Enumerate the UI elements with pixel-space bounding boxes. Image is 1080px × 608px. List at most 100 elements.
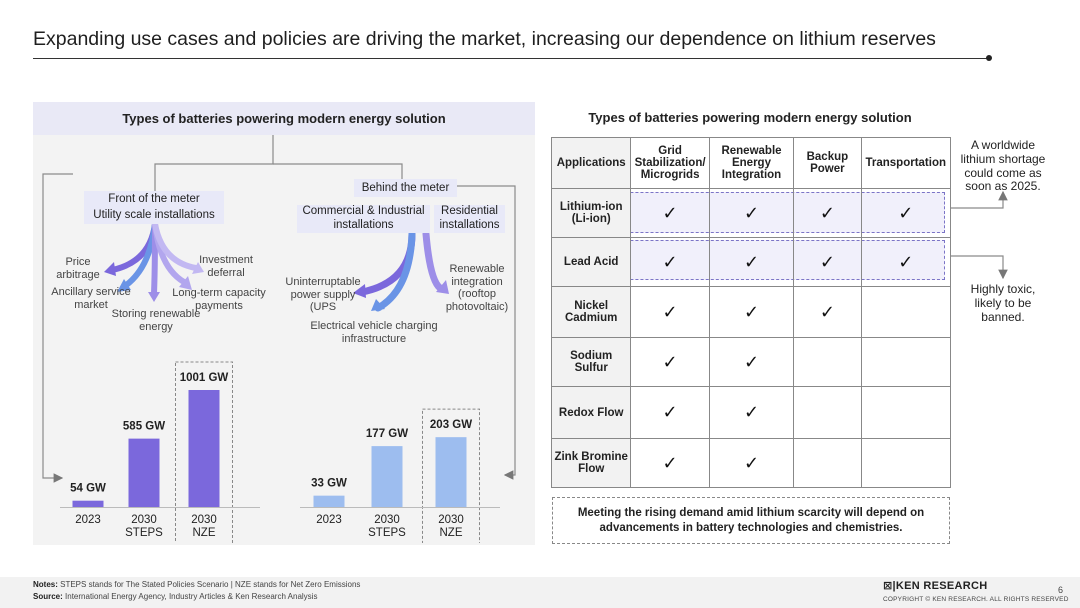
arrow-investment-deferral xyxy=(152,221,199,271)
left-panel-heading: Types of batteries powering modern energ… xyxy=(33,102,535,135)
row-label: Zink Bromine Flow xyxy=(550,438,632,488)
bar xyxy=(128,438,160,507)
checkmark-icon: ✓ xyxy=(743,202,760,223)
checkmark-icon: ✓ xyxy=(662,402,678,422)
checkmark-icon: ✓ xyxy=(662,251,678,272)
use-investment-deferral: Investment deferral xyxy=(199,254,253,279)
check-cell: ✓ xyxy=(860,237,952,287)
checkmark-icon: ✓ xyxy=(898,202,914,223)
checkmark-icon: ✓ xyxy=(743,301,760,322)
x-tick-label: 2030 xyxy=(374,514,400,526)
checkmark-icon: ✓ xyxy=(743,351,760,372)
row-label: Lithium-ion (Li-ion) xyxy=(550,188,632,238)
behind-the-meter-box: Behind the meter xyxy=(354,179,457,197)
col-backup-power: Backup Power xyxy=(793,137,862,189)
footer xyxy=(0,577,1080,608)
table-row: Sodium Sulfur ✓ ✓ xyxy=(550,337,952,387)
notes-label: Notes: xyxy=(33,580,58,589)
use-long-term-capacity: Long-term capacity payments xyxy=(172,287,266,312)
x-tick-label: 2030 xyxy=(191,514,217,526)
data-label: 177 GW xyxy=(366,428,408,440)
check-cell xyxy=(860,337,952,387)
check-cell xyxy=(793,337,862,387)
bar xyxy=(371,446,403,507)
ken-research-logo: ⊠|KEN RESEARCH xyxy=(883,580,988,592)
bar xyxy=(188,390,220,507)
x-tick-label: NZE xyxy=(193,527,216,539)
check-cell: ✓ xyxy=(793,286,862,338)
check-cell: ✓ xyxy=(630,386,710,439)
checkmark-icon: ✓ xyxy=(898,251,914,272)
check-cell xyxy=(793,438,862,488)
battery-applications-table: Applications Grid Stabilization/ Microgr… xyxy=(550,137,952,488)
check-cell: ✓ xyxy=(708,188,795,238)
x-tick-label: NZE xyxy=(440,527,463,539)
checkmark-icon: ✓ xyxy=(662,202,678,223)
arrow-renewable-integration xyxy=(422,230,444,292)
data-label: 54 GW xyxy=(70,483,106,495)
bar xyxy=(313,495,345,507)
col-renewable-integration: Renewable Energy Integration xyxy=(708,137,795,189)
page-title: Expanding use cases and policies are dri… xyxy=(33,28,936,50)
use-ups: Uninterruptable power supply (UPS xyxy=(285,276,361,314)
row-label: Lead Acid xyxy=(550,237,632,287)
title-divider-dot xyxy=(986,55,992,61)
check-cell xyxy=(860,286,952,338)
checkmark-icon: ✓ xyxy=(662,452,678,473)
row-label: Redox Flow xyxy=(550,386,632,439)
check-cell: ✓ xyxy=(708,438,795,488)
data-label: 1001 GW xyxy=(180,372,229,384)
bar xyxy=(435,437,467,507)
checkmark-icon: ✓ xyxy=(743,452,760,473)
check-cell: ✓ xyxy=(630,438,710,488)
logo-text: KEN RESEARCH xyxy=(895,580,988,592)
front-of-meter-box: Front of the meter xyxy=(84,191,224,208)
checkmark-icon: ✓ xyxy=(819,251,835,272)
title-divider xyxy=(33,58,989,59)
table-row: Nickel Cadmium ✓ ✓ ✓ xyxy=(550,286,952,338)
checkmark-icon: ✓ xyxy=(662,301,678,322)
right-panel-heading: Types of batteries powering modern energ… xyxy=(588,110,912,125)
checkmark-icon: ✓ xyxy=(819,301,835,322)
table-header-row: Applications Grid Stabilization/ Microgr… xyxy=(550,137,952,189)
check-cell: ✓ xyxy=(793,237,862,287)
check-cell: ✓ xyxy=(708,386,795,439)
commercial-industrial-box: Commercial & Industrial installations xyxy=(297,205,430,233)
check-cell xyxy=(860,386,952,439)
notes-text: STEPS stands for The Stated Policies Sce… xyxy=(60,580,361,589)
row-label: Nickel Cadmium xyxy=(550,286,632,338)
col-applications: Applications xyxy=(550,137,632,189)
check-cell: ✓ xyxy=(708,286,795,338)
row-label: Sodium Sulfur xyxy=(550,337,632,387)
nze-highlight-box xyxy=(422,408,480,543)
bar xyxy=(72,500,104,507)
x-tick-label: 2030 xyxy=(438,514,464,526)
x-tick-label: 2023 xyxy=(316,514,342,526)
check-cell: ✓ xyxy=(708,237,795,287)
data-label: 33 GW xyxy=(311,478,347,490)
check-cell xyxy=(793,386,862,439)
nze-highlight-box xyxy=(175,361,233,543)
table-row: Zink Bromine Flow ✓ ✓ xyxy=(550,438,952,488)
x-tick-label: STEPS xyxy=(368,527,406,539)
logo-icon: ⊠ xyxy=(883,580,893,592)
utility-scale-box: Utility scale installations xyxy=(84,207,224,224)
check-cell: ✓ xyxy=(630,286,710,338)
x-tick-label: 2023 xyxy=(75,514,101,526)
checkmark-icon: ✓ xyxy=(743,251,760,272)
data-label: 203 GW xyxy=(430,419,472,431)
col-grid-stabilization: Grid Stabilization/ Microgrids xyxy=(630,137,710,189)
source-label: Source: xyxy=(33,591,63,601)
bottom-note: Meeting the rising demand amid lithium s… xyxy=(552,497,950,544)
use-ev-charging: Electrical vehicle charging infrastructu… xyxy=(310,320,438,345)
check-cell: ✓ xyxy=(860,188,952,238)
checkmark-icon: ✓ xyxy=(819,202,835,223)
table-row: Lithium-ion (Li-ion) ✓ ✓ ✓ ✓ xyxy=(550,188,952,238)
copyright: COPYRIGHT © KEN RESEARCH. ALL RIGHTS RES… xyxy=(883,596,1069,603)
use-renewable-integration: Renewable integration (rooftop photovolt… xyxy=(445,263,509,313)
footer-notes: Notes: STEPS stands for The Stated Polic… xyxy=(33,579,360,602)
page-number: 6 xyxy=(1058,585,1064,595)
